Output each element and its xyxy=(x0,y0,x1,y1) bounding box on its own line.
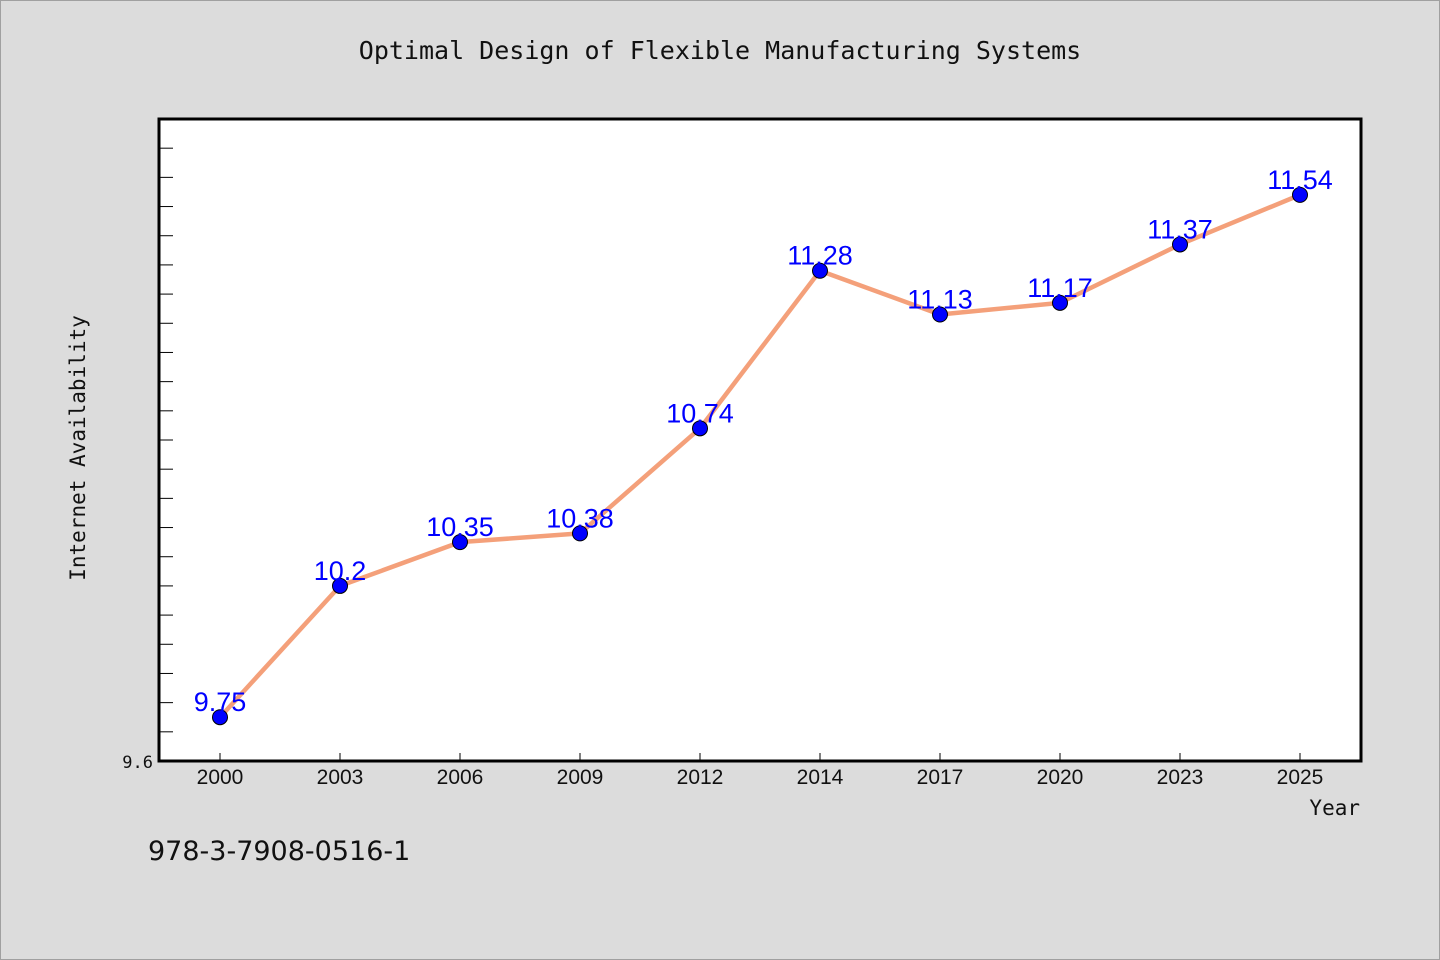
x-axis-ticks: 2000 2003 2006 2009 2012 2014 2017 2020 2023 2025 xyxy=(197,753,1324,789)
data-label: 11.28 xyxy=(787,241,853,271)
data-point xyxy=(332,577,348,594)
data-label: 11.17 xyxy=(1027,273,1093,303)
data-point xyxy=(692,420,708,437)
data-point xyxy=(572,525,588,542)
x-tick-label: 2017 xyxy=(917,766,964,789)
data-point xyxy=(212,709,228,726)
data-label: 10.35 xyxy=(426,512,494,542)
markers-group xyxy=(212,186,1308,726)
data-label: 11.13 xyxy=(907,285,973,315)
series-group xyxy=(217,192,1303,720)
data-point xyxy=(812,262,828,279)
x-tick-label: 2012 xyxy=(677,766,724,789)
data-label: 10.38 xyxy=(546,503,614,533)
data-point xyxy=(452,534,468,551)
data-labels-group: 9.75 10.2 10.35 10.38 10.74 11.28 11.13 11.17 11… xyxy=(194,165,1333,717)
series-line xyxy=(217,192,1303,720)
x-axis-label: Year xyxy=(1309,796,1360,820)
x-tick-label: 2023 xyxy=(1157,766,1204,789)
plot-area xyxy=(157,117,1363,763)
x-tick-label: 2006 xyxy=(437,766,484,789)
x-tick-label: 2009 xyxy=(557,766,604,789)
isbn-caption: 978-3-7908-0516-1 xyxy=(148,836,411,867)
data-label: 11.37 xyxy=(1147,214,1213,244)
data-point xyxy=(932,306,948,323)
x-tick-label: 2003 xyxy=(317,766,364,789)
data-point xyxy=(1292,186,1308,203)
x-tick-label: 2000 xyxy=(197,766,244,789)
data-label: 9.75 xyxy=(194,687,247,717)
data-point xyxy=(1052,294,1068,311)
data-label: 10.2 xyxy=(314,556,367,586)
x-tick-label: 2014 xyxy=(797,766,844,789)
x-tick-label: 2025 xyxy=(1277,766,1324,789)
data-label: 10.74 xyxy=(666,398,734,428)
y-axis-ticks: 9.6 xyxy=(122,147,173,773)
chart-title: Optimal Design of Flexible Manufacturing… xyxy=(358,36,1082,65)
x-tick-label: 2020 xyxy=(1037,766,1084,789)
y-tick-label: 9.6 xyxy=(122,753,153,773)
data-label: 11.54 xyxy=(1267,165,1333,195)
data-point xyxy=(1172,236,1188,253)
